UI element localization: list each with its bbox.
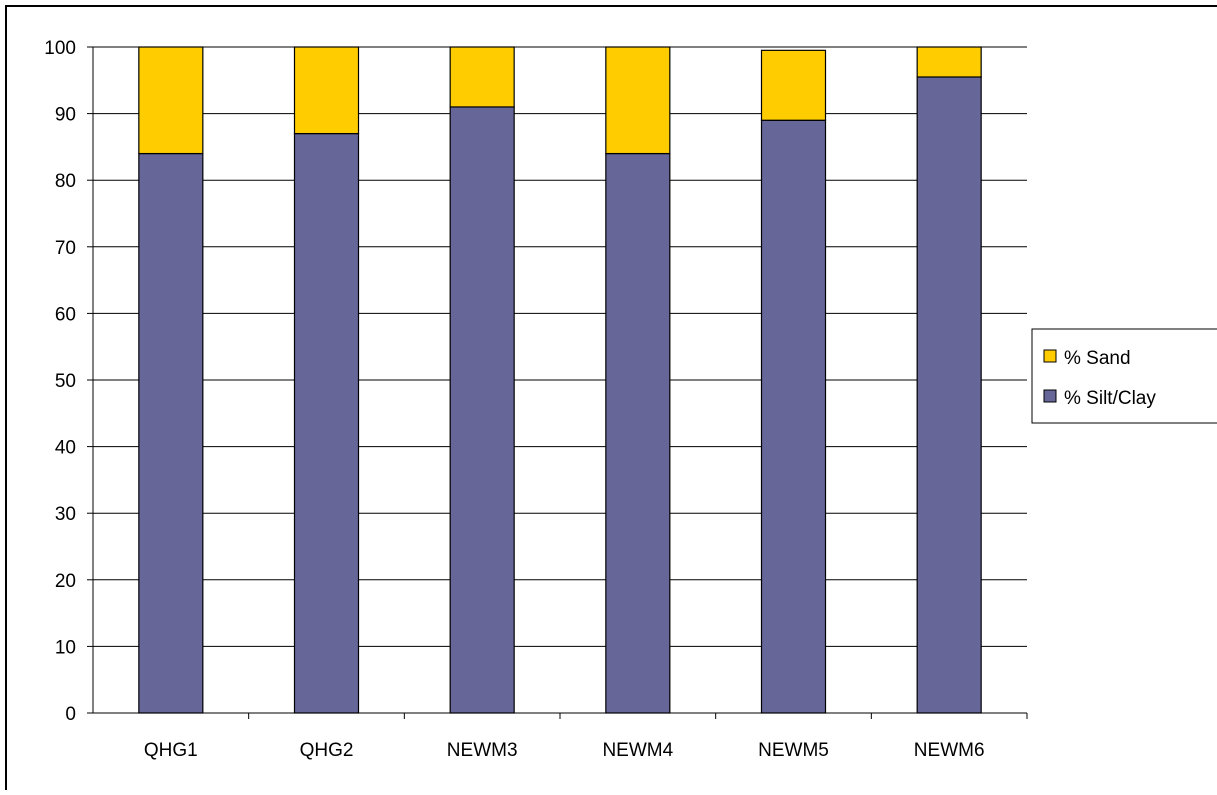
- legend-swatch-siltclay: [1043, 389, 1057, 403]
- y-tick-label: 30: [55, 504, 76, 525]
- axes: 0 10 20 30 40 50 60 70 80 90 100 QHG1 QHG2 NEWM3 NEWM4…: [44, 38, 1028, 761]
- legend-swatch-sand: [1043, 349, 1057, 363]
- bar-siltclay: [760, 119, 827, 714]
- bar-siltclay: [605, 152, 671, 714]
- y-tick-label: 60: [55, 304, 76, 325]
- x-category-label: NEWM3: [447, 740, 518, 761]
- bar-sand: [760, 49, 827, 121]
- bar-siltclay: [916, 76, 982, 714]
- bar-sand: [138, 46, 204, 155]
- x-category-label: QHG2: [300, 740, 354, 761]
- y-tick-label: 100: [44, 38, 76, 59]
- gridlines: [93, 46, 1027, 647]
- y-tick-label: 50: [55, 371, 76, 392]
- bar-siltclay: [293, 132, 360, 714]
- bars: [138, 46, 982, 714]
- legend-box: [1031, 328, 1217, 424]
- legend-label-siltclay: % Silt/Clay: [1064, 388, 1156, 409]
- bar-siltclay: [138, 152, 204, 714]
- legend: % Sand % Silt/Clay: [1031, 328, 1217, 424]
- bar-sand: [449, 46, 515, 108]
- y-tick-label: 20: [55, 571, 76, 592]
- y-tick-label: 0: [65, 704, 76, 725]
- y-tick-label: 80: [55, 171, 76, 192]
- x-category-label: NEWM6: [914, 740, 985, 761]
- x-category-label: QHG1: [144, 740, 198, 761]
- x-category-label: NEWM4: [602, 740, 673, 761]
- y-tick-label: 10: [55, 637, 76, 658]
- bar-sand: [916, 46, 982, 78]
- bar-siltclay: [449, 106, 515, 714]
- x-category-label: NEWM5: [758, 740, 829, 761]
- legend-label-sand: % Sand: [1064, 348, 1131, 369]
- y-tick-label: 40: [55, 438, 76, 459]
- y-tick-label: 70: [55, 238, 76, 259]
- y-tick-label: 90: [55, 105, 76, 126]
- bar-sand: [293, 46, 360, 135]
- bar-sand: [605, 46, 671, 155]
